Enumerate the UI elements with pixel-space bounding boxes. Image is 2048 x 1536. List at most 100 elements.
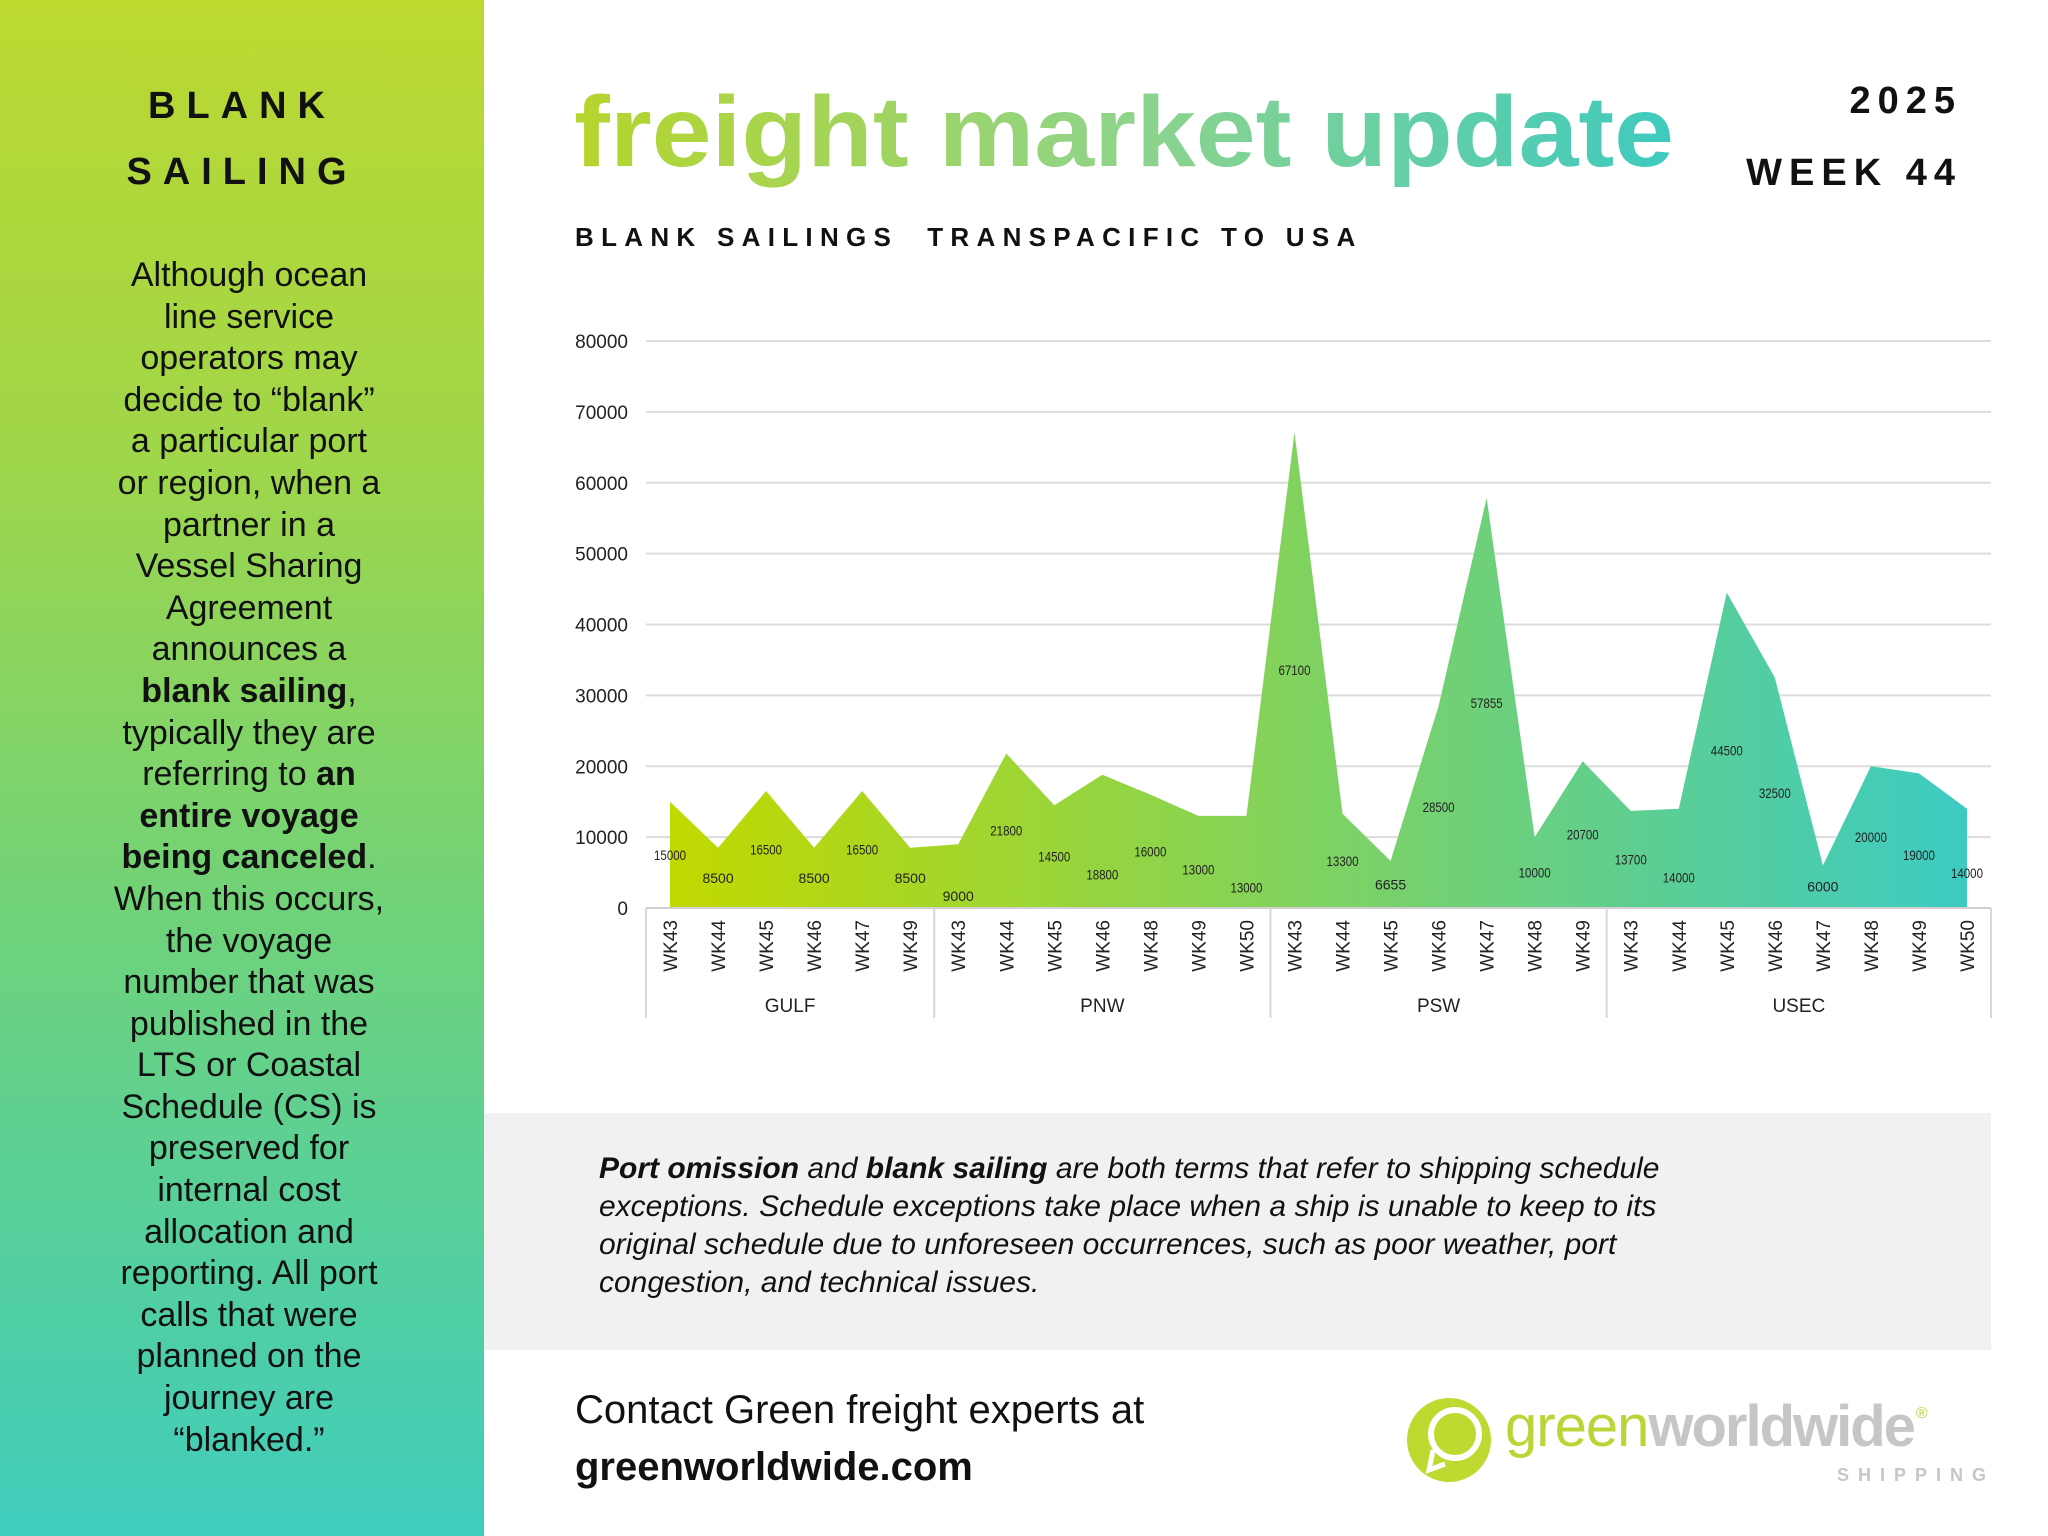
data-label: 14000 [1663,869,1695,885]
sidebar-text-line: blank sailing, [0,671,498,713]
sidebar-text-line: preserved for [0,1128,498,1170]
sidebar-text-line-segment: partner in a [163,505,335,544]
x-tick-label: WK46 [1766,920,1787,972]
note-text-line: congestion, and technical issues. [599,1264,1660,1302]
group-label: PSW [1417,996,1460,1017]
sidebar-text-line-segment: . [367,838,377,877]
sidebar-text-line-segment: preserved for [148,1129,350,1168]
y-tick-label: 20000 [575,757,628,778]
sidebar-text-line-segment: journey are [163,1379,335,1418]
sidebar-text-line-segment: Agreement [165,588,333,627]
sidebar-text-line-segment: Although ocean [130,256,368,294]
sidebar-text-line: decide to “blank” [0,380,498,422]
data-label: 32500 [1759,785,1791,801]
data-label: 16500 [846,842,878,858]
area-series [670,432,1967,908]
x-tick-label: WK46 [1430,920,1451,972]
y-tick-label: 60000 [575,474,628,495]
sidebar-text-line: internal cost [0,1170,498,1212]
x-tick-label: WK49 [1574,920,1595,972]
sidebar-text-line-bold: being canceled [121,838,368,877]
sidebar-text-line: planned on the [0,1336,498,1378]
note-text-line-bold: blank sailing [865,1152,1048,1185]
sidebar-body-text: Although ocean line service operators may d… [0,255,498,1461]
sidebar-text-line-segment: calls that were [140,1295,358,1334]
x-tick-label: WK49 [1910,920,1931,972]
x-tick-label: WK50 [1237,920,1258,972]
data-label: 16000 [1134,843,1166,859]
sidebar-text-line: When this occurs, [0,879,498,921]
sidebar-text-line-bold: an [316,755,356,794]
sidebar-text-line-segment: LTS or Coastal [136,1046,362,1085]
sidebar-text-line-bold: entire voyage [139,796,359,835]
x-tick-label: WK44 [709,920,730,972]
sidebar-text-line-segment: , [347,671,357,710]
data-label: 15000 [654,847,686,863]
data-label: 18800 [1086,867,1118,883]
sidebar-text-line-segment: When this occurs, [113,879,385,918]
x-tick-label: WK44 [1670,920,1691,972]
sidebar-text-line: published in the [0,1004,498,1046]
sidebar-text-line-segment: Vessel Sharing [135,547,363,586]
blank-sailings-area-chart: 0 10000 20000 30000 40000 50000 60000 70000 8000… [575,332,1992,1018]
sidebar-text-line-segment: planned on the [136,1337,362,1376]
sidebar-text-line-segment: line service [163,297,335,336]
sidebar-text-line: Schedule (CS) is [0,1087,498,1129]
y-tick-label: 40000 [575,616,628,637]
y-tick-label: 30000 [575,686,628,707]
sidebar-text-line: line service [0,297,498,339]
note-text-line: Port omission and blank sailing are both… [599,1150,1660,1188]
x-tick-label: WK47 [1478,920,1499,972]
note-text-line: exceptions. Schedule exceptions take pla… [599,1188,1660,1226]
globe-arrow-icon [1407,1398,1491,1482]
page-title-text: freight market update [574,76,1674,188]
data-label: 6000 [1807,879,1838,895]
data-label: 10000 [1519,865,1551,881]
sidebar-text-line-segment: announces a [151,630,347,669]
x-tick-label: WK50 [1958,920,1979,972]
sidebar-text-line-segment: or region, when a [117,463,381,502]
sidebar-text-line-segment: reporting. All port [120,1254,378,1293]
logo-text-shipping: SHIPPING [1836,1465,1995,1485]
sidebar-title-line-1: BLANK [148,85,336,127]
x-tick-label: WK45 [1718,920,1739,972]
sidebar-text-line: “blanked.” [0,1420,498,1462]
data-label: 13700 [1615,851,1647,867]
note-text-line-segment: original schedule due to unforeseen occu… [599,1228,1617,1261]
sidebar-text-line: typically they are [0,713,498,755]
sidebar-text-line: the voyage [0,921,498,963]
sidebar: BLANK SAILING Although ocean line service… [0,0,484,1536]
sidebar-text-line-segment: “blanked.” [173,1420,325,1459]
sidebar-text-line: partner in a [0,505,498,547]
x-tick-label: WK43 [949,920,970,972]
contact-website-link[interactable]: greenworldwide.com [575,1445,973,1489]
data-label: 44500 [1711,742,1743,758]
data-label: 13300 [1327,853,1359,869]
data-label: 20700 [1567,827,1599,843]
x-tick-label: WK46 [1093,920,1114,972]
sidebar-text-line: a particular port [0,421,498,463]
x-tick-label: WK43 [1622,920,1643,972]
sidebar-text-line: LTS or Coastal [0,1045,498,1087]
sidebar-text-line-segment: published in the [129,1004,369,1043]
logo-text-green: green [1505,1394,1649,1459]
y-tick-label: 80000 [575,332,628,353]
group-label: PNW [1080,996,1124,1017]
y-tick-label: 70000 [575,403,628,424]
sidebar-title-line-2: SAILING [126,151,358,193]
x-tick-label: WK48 [1526,920,1547,972]
data-label: 67100 [1278,662,1310,678]
sidebar-text-line: allocation and [0,1212,498,1254]
report-year: 2025 [1849,80,1962,122]
data-label: 8500 [702,870,733,886]
chart-subtitle: BLANK SAILINGS TRANSPACIFIC TO USA [575,222,1363,252]
y-tick-label: 50000 [575,545,628,566]
x-tick-label: WK43 [1285,920,1306,972]
sidebar-text-line: or region, when a [0,463,498,505]
data-label: 13000 [1230,879,1262,895]
x-tick-label: WK49 [901,920,922,972]
x-tick-label: WK49 [1189,920,1210,972]
sidebar-text-line-segment: typically they are [122,713,376,752]
sidebar-text-line: reporting. All port [0,1253,498,1295]
sidebar-text-line: number that was [0,962,498,1004]
